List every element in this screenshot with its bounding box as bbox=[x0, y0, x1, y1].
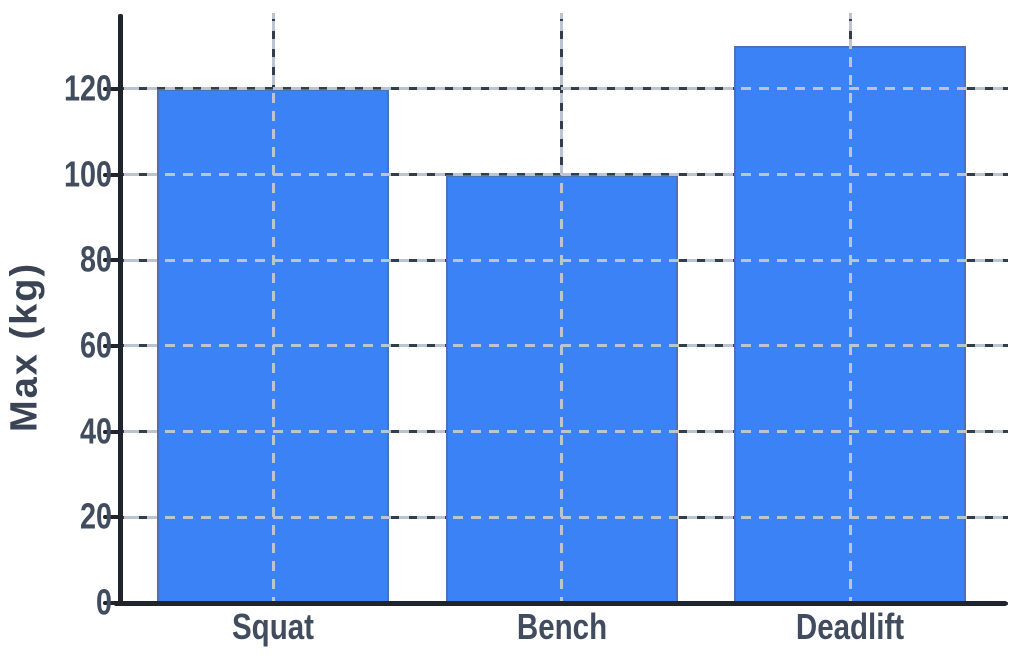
h-gridline-light bbox=[121, 515, 1008, 519]
y-tick-label: 60 bbox=[79, 324, 112, 366]
v-gridline-light bbox=[560, 13, 563, 601]
v-gridline-light bbox=[848, 13, 852, 601]
h-gridline-light bbox=[121, 258, 1008, 262]
h-gridline-light bbox=[121, 430, 1008, 434]
y-tick-label: 40 bbox=[79, 409, 112, 451]
y-tick-label: 80 bbox=[79, 238, 112, 280]
y-axis bbox=[118, 14, 123, 606]
y-tick-label: 100 bbox=[63, 152, 112, 194]
y-tick-mark bbox=[103, 172, 120, 177]
x-axis bbox=[114, 601, 1007, 606]
y-axis-title: Max (kg) bbox=[3, 261, 46, 433]
v-gridline-light bbox=[271, 13, 275, 601]
x-tick-label: Bench bbox=[516, 606, 607, 647]
y-tick-mark bbox=[103, 515, 120, 520]
h-gridline-light bbox=[121, 344, 1008, 348]
y-tick-mark bbox=[103, 343, 120, 348]
y-tick-mark bbox=[103, 258, 120, 263]
y-tick-label: 20 bbox=[79, 495, 112, 537]
y-tick-mark bbox=[103, 429, 120, 434]
y-tick-mark bbox=[103, 601, 120, 605]
y-tick-mark bbox=[103, 86, 120, 91]
h-gridline-light bbox=[121, 173, 1008, 176]
y-tick-label: 120 bbox=[63, 67, 112, 109]
h-gridline-light bbox=[121, 87, 1008, 91]
y-tick-label: 0 bbox=[95, 581, 112, 623]
x-tick-label: Deadlift bbox=[795, 606, 905, 647]
x-tick-label: Squat bbox=[231, 606, 315, 647]
